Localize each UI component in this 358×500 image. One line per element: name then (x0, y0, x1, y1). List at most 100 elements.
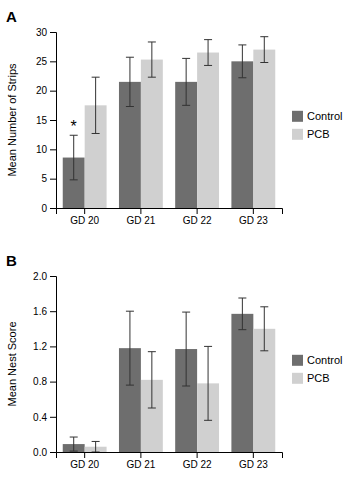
y-tick: 0.0 (33, 447, 56, 458)
x-tick: GD 23 (239, 452, 268, 470)
error-bar (204, 40, 212, 66)
y-axis-title: Mean Nest Score (6, 322, 18, 407)
x-tick-mark (140, 208, 141, 214)
y-tick: 10 (36, 144, 56, 155)
bar-series (63, 314, 254, 452)
x-tick-mark (253, 452, 254, 458)
y-tick-mark (50, 417, 56, 418)
error-bar (70, 135, 78, 180)
legend-item: Control (292, 110, 342, 122)
error-bars (70, 298, 247, 451)
x-tick: GD 20 (70, 208, 99, 226)
legend-label: PCB (307, 128, 330, 140)
x-tick-label: GD 22 (183, 215, 212, 226)
y-tick-mark (50, 382, 56, 383)
panel: 0 5 10 15 20 25 30 GD 20 GD 21 GD 22 GD 23 * A Mean N… (6, 8, 342, 226)
y-axis: 0.00.40.81.21.62.0 (33, 271, 56, 458)
y-tick-label: 0.0 (33, 447, 47, 458)
y-tick-label: 1.2 (33, 341, 47, 352)
y-tick-label: 2.0 (33, 271, 47, 282)
legend: ControlPCB (292, 354, 342, 384)
y-tick: 0.8 (33, 376, 56, 387)
x-tick-mark (84, 452, 85, 458)
x-tick-label: GD 21 (126, 459, 155, 470)
legend-swatch (292, 129, 303, 140)
y-tick-mark (50, 32, 56, 33)
error-bars (92, 307, 269, 452)
y-tick-mark (50, 179, 56, 180)
x-tick-label: GD 20 (70, 459, 99, 470)
annotation: * (71, 118, 77, 135)
y-tick-label: 5 (41, 173, 47, 184)
x-tick-mark (197, 452, 198, 458)
panel: 0.00.40.81.21.62.0GD 20GD 21GD 22GD 23BM… (6, 252, 342, 470)
y-tick-label: 10 (36, 144, 48, 155)
y-tick: 0 (41, 203, 56, 214)
x-tick: GD 22 (183, 452, 212, 470)
y-axis-line (50, 33, 57, 209)
y-tick-mark (50, 346, 56, 347)
bar-series (85, 50, 276, 208)
legend-swatch (292, 111, 303, 122)
x-tick: GD 22 (183, 208, 212, 226)
marks (63, 298, 276, 452)
legend-item: PCB (292, 128, 330, 140)
y-axis-title: Mean Number of Strips (6, 63, 18, 177)
y-tick: 20 (36, 85, 56, 96)
x-tick-label: GD 21 (126, 215, 155, 226)
legend-swatch (292, 355, 303, 366)
y-tick: 1.2 (33, 341, 56, 352)
x-tick: GD 23 (239, 208, 268, 226)
legend-label: Control (307, 110, 342, 122)
error-bar (92, 441, 100, 452)
y-tick-label: 30 (36, 27, 48, 38)
x-tick-mark (253, 208, 254, 214)
error-bar (148, 352, 156, 408)
y-tick-label: 15 (36, 115, 48, 126)
bar (141, 60, 163, 208)
y-tick: 0.4 (33, 412, 56, 423)
x-tick-label: GD 20 (70, 215, 99, 226)
panel-title: B (6, 252, 17, 269)
bar-series (85, 329, 276, 452)
y-tick-label: 0.4 (33, 412, 47, 423)
x-tick-label: GD 23 (239, 459, 268, 470)
x-axis: GD 20 GD 21 GD 22 GD 23 (57, 452, 283, 470)
x-tick-label: GD 22 (183, 459, 212, 470)
x-axis: GD 20 GD 21 GD 22 GD 23 (57, 208, 283, 226)
error-bar (126, 57, 134, 106)
y-tick: 5 (41, 173, 56, 184)
x-axis-line (57, 209, 283, 215)
x-tick-mark (197, 208, 198, 214)
error-bar (204, 346, 212, 420)
bar (197, 53, 219, 208)
panel-title: A (6, 8, 17, 25)
y-tick-label: 0.8 (33, 376, 47, 387)
y-tick-mark (50, 311, 56, 312)
y-tick: 2.0 (33, 271, 56, 282)
y-axis-line (50, 277, 57, 453)
x-tick-label: GD 23 (239, 215, 268, 226)
legend-item: Control (292, 354, 342, 366)
error-bar (238, 45, 246, 78)
y-tick-mark (50, 61, 56, 62)
x-tick-mark (140, 452, 141, 458)
x-tick: GD 21 (126, 208, 155, 226)
error-bar (260, 307, 268, 351)
bar (231, 61, 253, 208)
y-tick-mark (50, 120, 56, 121)
x-tick: GD 21 (126, 452, 155, 470)
y-tick: 25 (36, 56, 56, 67)
error-bar (182, 58, 190, 105)
error-bar (126, 311, 134, 385)
error-bar (182, 312, 190, 386)
x-tick: GD 20 (70, 452, 99, 470)
x-tick-mark (84, 208, 85, 214)
bar (253, 50, 275, 208)
y-tick-mark (50, 149, 56, 150)
error-bars (70, 45, 247, 180)
legend-label: Control (307, 354, 342, 366)
chart: 0 5 10 15 20 25 30 GD 20 GD 21 GD 22 GD 23 * A Mean N… (0, 0, 358, 500)
error-bar (92, 77, 100, 133)
y-tick: 30 (36, 27, 56, 38)
